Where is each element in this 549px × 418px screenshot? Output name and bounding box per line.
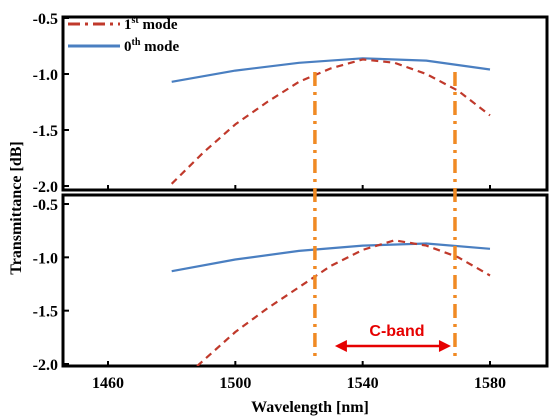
legend-label: 0th mode [124,37,179,55]
top-panel-frame [61,15,549,192]
bottom-series-0th-mode [171,242,491,273]
top-series-0th-mode [171,57,491,83]
bottom-y-tick-label: -0.5 [33,197,58,214]
x-tick-label: 1580 [474,375,506,392]
bottom-y-tick-label: -2.0 [33,357,58,374]
bottom-series-1st-mode [196,239,491,366]
bottom-panel: -0.5 -1.0 -1.5 -2.0 1460 1500 1540 1580 [33,193,549,392]
bottom-y-tick-label: -1.5 [33,304,58,321]
c-band-arrow-right-head [438,340,451,352]
x-tick-label: 1500 [219,375,251,392]
legend: 1st mode 0th mode [68,15,179,55]
y-axis-title: Transmittance [dB] [8,141,25,274]
legend-label: 1st mode [124,15,178,33]
top-panel: -0.5 -1.0 -1.5 -2.0 [33,11,549,196]
bottom-y-tick-label: -1.0 [33,250,58,267]
top-y-tick-label: -0.5 [33,11,58,28]
x-axis-title: Wavelength [nm] [251,399,369,416]
x-tick-label: 1460 [92,375,124,392]
top-y-tick-label: -1.5 [33,123,58,140]
c-band-arrow-left-head [334,340,347,352]
c-band-label: C-band [369,323,424,340]
top-series-1st-mode [170,58,491,185]
bottom-panel-frame [61,193,549,368]
top-y-tick-label: -2.0 [33,179,58,196]
x-tick-label: 1540 [347,375,379,392]
overlay-layer: C-band [313,72,457,362]
top-y-tick-label: -1.0 [33,67,58,84]
